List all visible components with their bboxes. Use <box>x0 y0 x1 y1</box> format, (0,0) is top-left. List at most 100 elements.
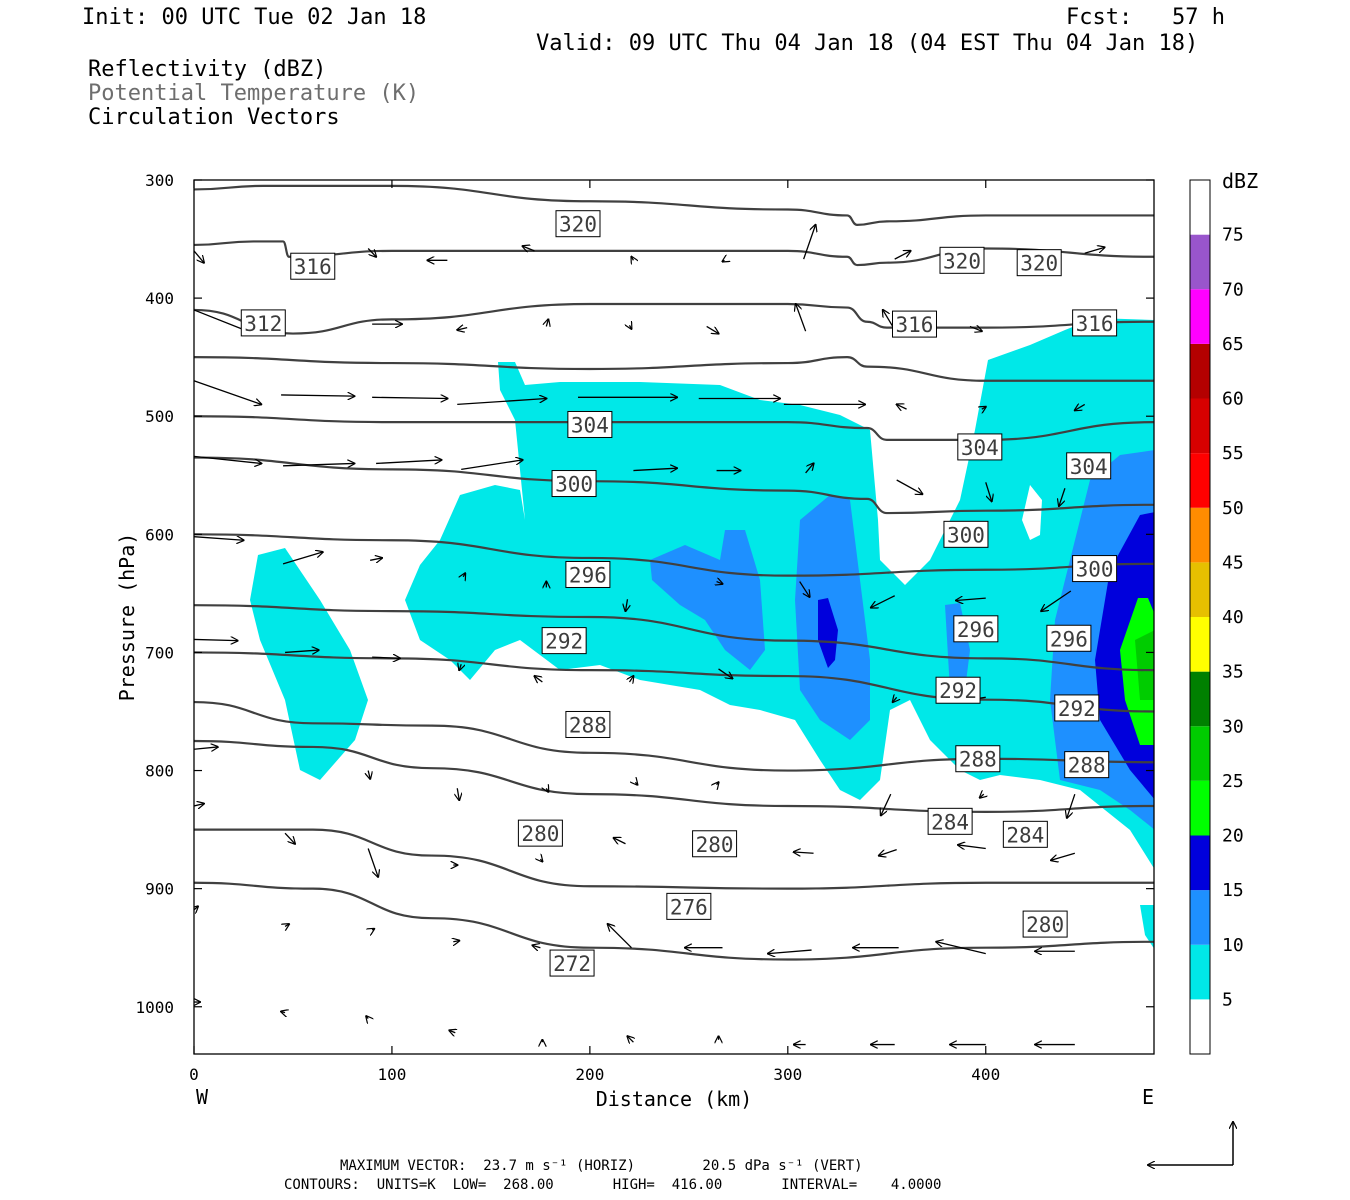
circulation-vector <box>717 582 723 584</box>
contour-label: 304 <box>567 410 613 438</box>
contour-label-text: 288 <box>1068 754 1106 778</box>
contour-label-text: 304 <box>1070 455 1108 479</box>
contour-label-text: 292 <box>545 630 583 654</box>
theta-contour-316 <box>194 240 1154 267</box>
init-time: Init: 00 UTC Tue 02 Jan 18 <box>82 5 427 30</box>
circulation-vector <box>958 845 986 849</box>
circulation-vector <box>194 747 218 749</box>
contour-label-box <box>1022 910 1068 938</box>
colorbar-tick-label: 40 <box>1222 607 1244 628</box>
contour-label: 292 <box>1054 694 1100 722</box>
contour-label-text: 296 <box>1050 627 1088 651</box>
circulation-vector <box>896 479 923 494</box>
circulation-vector <box>936 942 986 955</box>
colorbar-swatch <box>1190 562 1210 617</box>
contour-label-box <box>240 309 286 337</box>
contour-label-box <box>555 210 601 238</box>
contour-label: 272 <box>549 949 595 977</box>
contour-label-box <box>692 830 738 858</box>
colorbar-tick-label: 65 <box>1222 334 1244 355</box>
colorbar: 5 10 15 20 25 30 35 40 45 50 55 60 65 70 75 <box>1189 179 1244 1055</box>
circulation-vector <box>982 407 986 409</box>
circulation-vector <box>980 794 984 798</box>
x-end-label-east: E <box>1142 1085 1154 1109</box>
circulation-vector <box>366 1016 368 1018</box>
valid-time: Valid: 09 UTC Thu 04 Jan 18 (04 EST Thu … <box>536 31 1199 56</box>
contour-label: 284 <box>1002 820 1048 848</box>
circulation-vector <box>194 906 198 910</box>
circulation-vector <box>881 793 892 815</box>
contour-label-box <box>541 627 587 655</box>
contour-label-box <box>927 807 973 835</box>
theta-contour-272 <box>194 881 1154 961</box>
colorbar-tick-label: 20 <box>1222 826 1244 847</box>
circulation-vector <box>534 676 543 682</box>
contour-label: 300 <box>943 520 989 548</box>
contour-label-box <box>891 310 937 338</box>
contour-label-box <box>567 410 613 438</box>
circulation-vector <box>449 1030 455 1032</box>
contour-label: 280 <box>692 830 738 858</box>
reflectivity-5-left <box>250 548 368 780</box>
contour-label-text: 292 <box>939 679 977 703</box>
contour-label-text: 280 <box>696 833 734 857</box>
colorbar-swatch <box>1190 617 1210 672</box>
circulation-vector <box>367 848 378 876</box>
circulation-vector <box>453 941 459 942</box>
contour-label-text: 292 <box>1058 697 1096 721</box>
colorbar-tick-label: 55 <box>1222 443 1244 464</box>
contour-label-box <box>549 949 595 977</box>
contour-label: 288 <box>565 710 611 738</box>
colorbar-tick-label: 75 <box>1222 225 1244 246</box>
circulation-vector <box>546 319 548 326</box>
circulation-vector <box>1075 404 1086 410</box>
theta-contour-320 <box>194 184 1154 226</box>
contour-label-text: 280 <box>521 822 559 846</box>
contour-label-text: 288 <box>569 713 607 737</box>
circulation-vector <box>985 482 992 501</box>
contour-label-text: 320 <box>943 249 981 273</box>
colorbar-tick-label: 10 <box>1222 935 1244 956</box>
contour-label: 316 <box>891 310 937 338</box>
contour-label: 288 <box>955 745 1001 773</box>
forecast-hour: Fcst: 57 h <box>1066 5 1225 30</box>
circulation-vector <box>546 788 548 792</box>
circulation-vector <box>883 310 894 327</box>
theta-contour-292 <box>194 604 1154 672</box>
contour-label: 292 <box>541 627 587 655</box>
contour-label-box <box>565 560 611 588</box>
circulation-vector <box>457 328 468 330</box>
contour-label: 280 <box>517 819 563 847</box>
contour-label-box <box>943 520 989 548</box>
colorbar-tick-label: 35 <box>1222 662 1244 683</box>
reflectivity-15-a <box>818 598 838 668</box>
contour-label-box <box>1072 555 1118 583</box>
reflectivity-5-lower-right <box>1140 905 1154 949</box>
theta-contour-308 <box>194 356 1154 382</box>
circulation-vector <box>540 859 542 861</box>
circulation-vector <box>635 782 637 784</box>
colorbar-swatch <box>1190 835 1210 891</box>
contour-label-box <box>551 470 597 498</box>
circulation-vector <box>1051 852 1076 860</box>
colorbar-swatch <box>1190 343 1210 399</box>
circulation-vector <box>463 573 465 577</box>
contour-label: 300 <box>551 470 597 498</box>
contour-label-text: 272 <box>553 952 591 976</box>
legend-reflectivity: Reflectivity (dBZ) <box>88 57 327 82</box>
circulation-vector <box>633 468 677 470</box>
x-tick-label: 200 <box>575 1065 604 1084</box>
contour-label: 320 <box>555 210 601 238</box>
colorbar-swatch <box>1190 289 1210 344</box>
circulation-vector <box>285 924 289 926</box>
contour-label-text: 300 <box>1076 558 1114 582</box>
contour-label: 300 <box>1072 555 1118 583</box>
colorbar-tick-label: 25 <box>1222 771 1244 792</box>
contour-label-text: 304 <box>961 436 999 460</box>
contour-label-box <box>666 892 712 920</box>
circulation-vector <box>631 257 633 261</box>
plot-frame <box>193 179 1155 1055</box>
contour-label-text: 300 <box>947 523 985 547</box>
circulation-vector <box>608 924 632 949</box>
circulation-vector <box>194 639 238 640</box>
